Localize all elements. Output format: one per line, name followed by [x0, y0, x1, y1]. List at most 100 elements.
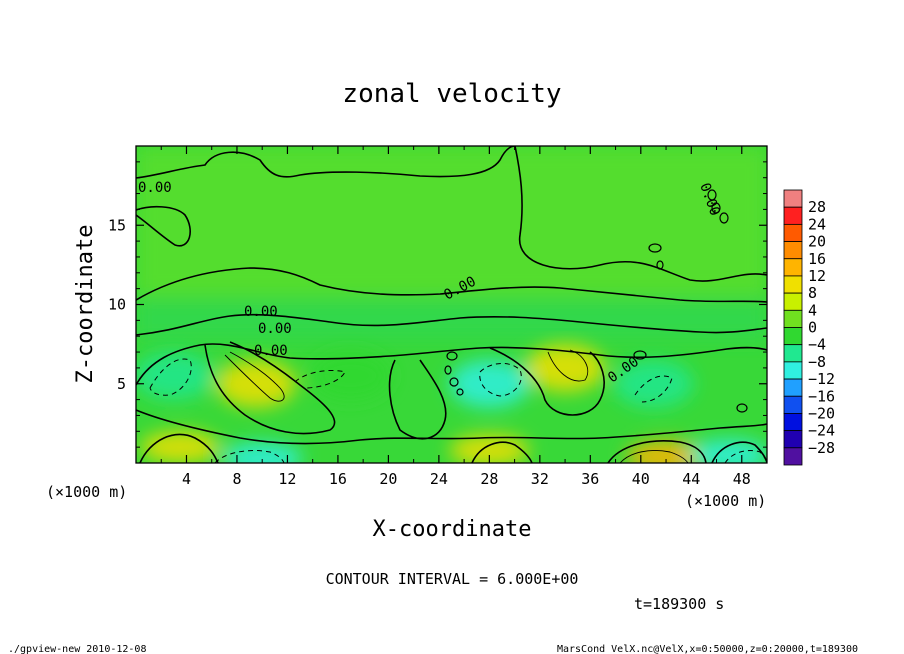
contour-lines-negative — [149, 358, 767, 463]
x-tick-label: 20 — [379, 470, 397, 488]
colorbar-swatch — [783, 189, 803, 208]
plot-field: 0.00 0.00 0.00 0.00 0.00 0.00 0.00 — [136, 146, 767, 463]
colorbar-label: −4 — [808, 336, 826, 354]
x-tick-label: 12 — [278, 470, 296, 488]
region-blob — [136, 351, 214, 400]
colorbar-label: 0 — [808, 319, 817, 337]
contour-line — [214, 449, 285, 463]
x-tick-label: 40 — [632, 470, 650, 488]
contour-line — [514, 146, 767, 282]
contour-line — [724, 449, 767, 463]
x-tick-label: 48 — [733, 470, 751, 488]
y-axis-label: Z-coordinate — [73, 225, 98, 384]
region-blob — [310, 351, 391, 400]
colorbar-label: 16 — [808, 250, 826, 268]
x-unit-left: (×1000 m) — [46, 483, 127, 501]
x-axis: 4 8 12 16 20 24 28 32 36 40 44 48 — [160, 146, 751, 488]
contour-line — [224, 351, 285, 402]
contour-islands — [444, 189, 748, 413]
colorbar-label: 12 — [808, 267, 826, 285]
x-tick-label: 8 — [232, 470, 241, 488]
colorbar-label: 20 — [808, 233, 826, 251]
region-blob — [626, 440, 707, 463]
region-blob — [222, 442, 303, 463]
colorbar-swatch — [783, 344, 803, 363]
region-blob — [449, 434, 530, 463]
colorbar-swatch — [783, 361, 803, 380]
y-tick-label: 5 — [117, 375, 126, 393]
colorbar-label: −20 — [808, 404, 835, 422]
contour-line — [607, 440, 707, 463]
contour-lines-thin — [224, 349, 689, 463]
colorbar-label: −12 — [808, 370, 835, 388]
colorbar-label: −8 — [808, 353, 826, 371]
region-blob — [449, 359, 530, 408]
contour-label: 0.00 — [258, 321, 292, 337]
colorbar-swatch — [783, 447, 803, 466]
colorbar-label: −24 — [808, 422, 835, 440]
contour-line — [547, 349, 589, 382]
contour-line — [471, 441, 533, 463]
colorbar-swatch — [783, 223, 803, 242]
contour-line — [136, 267, 767, 303]
y-axis: 5 10 15 — [108, 161, 767, 448]
contour-line — [479, 363, 522, 397]
contour-interval: CONTOUR INTERVAL = 6.000E+00 — [326, 570, 579, 588]
contour-line — [139, 433, 219, 463]
x-tick-label: 36 — [581, 470, 599, 488]
region-blob — [689, 439, 767, 463]
contour-label: 0.00 — [244, 304, 278, 320]
contour-line — [489, 347, 605, 416]
x-unit-right: (×1000 m) — [685, 492, 766, 510]
contour-label: 0.00 — [138, 180, 172, 196]
colorbar-label: 24 — [808, 215, 826, 233]
colorbar-swatch — [783, 430, 803, 449]
colorbar-label: 28 — [808, 198, 826, 216]
x-tick-label: 44 — [682, 470, 700, 488]
x-tick-label: 32 — [531, 470, 549, 488]
colorbar-swatch — [783, 327, 803, 346]
colorbar-swatch — [783, 258, 803, 277]
x-tick-label: 16 — [329, 470, 347, 488]
region-blobs — [136, 343, 767, 463]
contour-line — [204, 341, 336, 435]
contour-line — [136, 343, 767, 386]
contour-line — [136, 409, 767, 445]
x-axis-label: X-coordinate — [373, 517, 532, 542]
colorbar-swatch — [783, 309, 803, 328]
x-tick-label: 28 — [480, 470, 498, 488]
footer-right: MarsCond_VelX.nc@VelX,x=0:50000,z=0:2000… — [557, 644, 858, 654]
contour-line — [136, 313, 767, 336]
region-blob — [215, 359, 296, 408]
x-tick-label: 24 — [430, 470, 448, 488]
contour-line — [294, 369, 346, 389]
colorbar-swatch — [783, 378, 803, 397]
contour-line — [149, 358, 192, 396]
contour-line — [634, 375, 673, 403]
contour-line — [136, 146, 516, 179]
y-tick-label: 10 — [108, 296, 126, 314]
colorbar-swatch — [783, 413, 803, 432]
chart-title: zonal velocity — [342, 79, 561, 109]
contour-line — [619, 450, 689, 463]
velocity-shading — [136, 146, 767, 340]
colorbar-swatch — [783, 275, 803, 294]
colorbar-label: 8 — [808, 284, 817, 302]
contour-label: 0.00 — [254, 343, 288, 359]
colorbar-swatch — [783, 206, 803, 225]
colorbar-swatch — [783, 292, 803, 311]
time-label: t=189300 s — [634, 595, 724, 613]
colorbar-swatch — [783, 395, 803, 414]
colorbar-label: 4 — [808, 301, 817, 319]
x-tick-label: 4 — [182, 470, 191, 488]
colorbar-label: −16 — [808, 387, 835, 405]
footer-left: ./gpview-new 2010-12-08 — [8, 644, 146, 654]
colorbar-swatch — [783, 241, 803, 260]
contour-line — [136, 205, 191, 247]
colorbar-label: −28 — [808, 439, 835, 457]
region-blob — [613, 359, 694, 408]
contour-lines — [136, 146, 767, 463]
y-tick-label: 15 — [108, 216, 126, 234]
